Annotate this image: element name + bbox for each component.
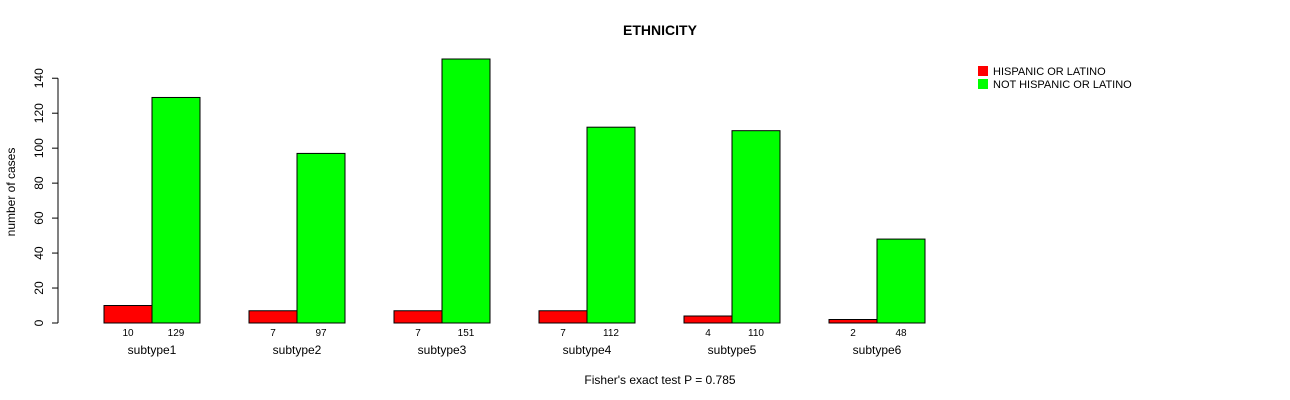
- category-label: subtype4: [563, 343, 612, 357]
- bar-value-label: 97: [315, 328, 327, 339]
- y-tick-label: 100: [32, 138, 46, 158]
- bar-subtype3-series-2: [441, 58, 491, 324]
- bar-subtype5-series-2: [731, 130, 781, 324]
- bar-group-subtype5: 4 110 subtype5: [683, 130, 781, 357]
- y-axis-label: number of cases: [4, 148, 18, 237]
- category-label: subtype1: [128, 343, 177, 357]
- bar-subtype2-series-1: [248, 310, 298, 324]
- y-tick-label: 20: [32, 281, 46, 295]
- fisher-test-caption: Fisher's exact test P = 0.785: [584, 373, 735, 387]
- y-axis: 0 20 40 60 80 100 120 140: [32, 68, 59, 326]
- bar-subtype3-series-1: [393, 310, 443, 324]
- bar-group-subtype1: 10 129 subtype1: [103, 96, 201, 357]
- y-tick-label: 140: [32, 68, 46, 88]
- bar-groups: 10 129 subtype1 7 97 subtype2 7 151 subtype3 7 112…: [103, 58, 926, 357]
- bar-value-label: 7: [415, 328, 421, 339]
- bar-value-label: 151: [458, 328, 475, 339]
- bar-group-subtype3: 7 151 subtype3: [393, 58, 491, 357]
- bar-group-subtype4: 7 112 subtype4: [538, 126, 636, 357]
- category-label: subtype6: [853, 343, 902, 357]
- bar-subtype5-series-1: [683, 315, 733, 324]
- bar-subtype1-series-1: [103, 305, 153, 324]
- y-tick-label: 0: [32, 319, 46, 326]
- chart-title: ETHNICITY: [623, 22, 698, 38]
- bar-subtype4-series-1: [538, 310, 588, 324]
- bar-subtype4-series-2: [586, 126, 636, 324]
- bar-value-label: 110: [748, 328, 764, 339]
- bar-subtype6-series-2: [876, 238, 926, 324]
- bar-value-label: 112: [603, 328, 619, 339]
- bar-value-label: 129: [168, 328, 185, 339]
- bar-group-subtype2: 7 97 subtype2: [248, 152, 346, 357]
- bar-value-label: 2: [850, 328, 856, 339]
- bar-value-label: 7: [560, 328, 566, 339]
- category-label: subtype5: [708, 343, 757, 357]
- y-tick-label: 80: [32, 176, 46, 190]
- y-tick-label: 60: [32, 211, 46, 225]
- category-label: subtype3: [418, 343, 467, 357]
- legend-label: HISPANIC OR LATINO: [993, 66, 1106, 78]
- bar-group-subtype6: 2 48 subtype6: [828, 238, 926, 357]
- legend-swatch: [978, 66, 988, 76]
- bar-subtype1-series-2: [151, 96, 201, 324]
- bar-value-label: 4: [705, 328, 711, 339]
- bar-value-label: 48: [895, 328, 907, 339]
- bar-subtype6-series-1: [828, 319, 878, 324]
- bar-subtype2-series-2: [296, 152, 346, 324]
- bar-value-label: 7: [270, 328, 276, 339]
- legend-swatch: [978, 79, 988, 89]
- category-label: subtype2: [273, 343, 322, 357]
- bar-value-label: 10: [122, 328, 134, 339]
- legend-label: NOT HISPANIC OR LATINO: [993, 79, 1132, 91]
- y-tick-label: 40: [32, 246, 46, 260]
- y-tick-label: 120: [32, 103, 46, 123]
